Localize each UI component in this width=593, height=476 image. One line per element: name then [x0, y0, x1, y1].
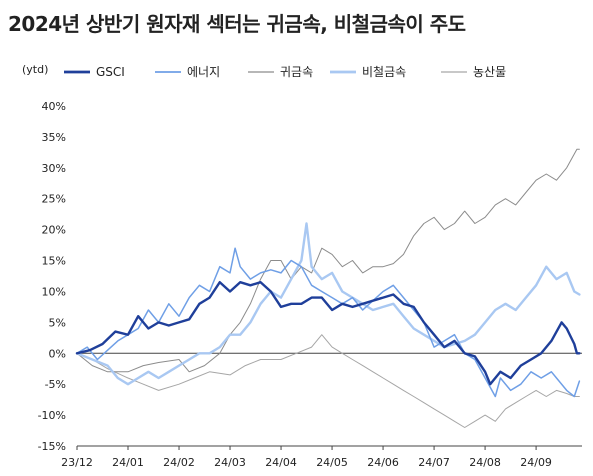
y-tick-label: 40% — [42, 100, 66, 113]
y-tick-label: 5% — [49, 316, 66, 329]
x-tick-label: 23/12 — [61, 456, 93, 469]
series-line-4 — [75, 222, 581, 386]
x-tick-label: 24/06 — [367, 456, 399, 469]
x-tick-label: 24/03 — [214, 456, 246, 469]
legend-label: 비철금속 — [362, 65, 406, 79]
series-line-3 — [76, 148, 580, 373]
y-tick-label: 25% — [42, 193, 66, 206]
chart-title: 2024년 상반기 원자재 섹터는 귀금속, 비철금속이 주도 — [8, 12, 466, 36]
axes: -15% -10% -5% 0% 5% 10% 15% 20% 25% 30% 35% 40% 23/1… — [38, 100, 582, 469]
legend-label: 에너지 — [187, 65, 220, 79]
y-tick-label: -5% — [45, 378, 66, 391]
y-tick-label: 20% — [42, 224, 66, 237]
legend: GSCI 에너지 귀금속 비철금속 농산물 — [64, 65, 506, 79]
series-line-2 — [76, 247, 581, 398]
series-line-5 — [76, 334, 580, 428]
x-tick-label: 24/04 — [265, 456, 297, 469]
y-tick-label: 35% — [42, 131, 66, 144]
y-tick-label: 30% — [42, 162, 66, 175]
legend-label: GSCI — [96, 65, 125, 79]
y-unit-label: (ytd) — [22, 63, 48, 76]
x-tick-label: 24/09 — [520, 456, 552, 469]
y-tick-label: 0% — [49, 347, 66, 360]
y-tick-label: -15% — [38, 440, 66, 453]
legend-label: 귀금속 — [280, 65, 313, 79]
x-tick-label: 24/08 — [469, 456, 501, 469]
y-tick-label: 10% — [42, 285, 66, 298]
series-line-1 — [75, 281, 581, 386]
y-tick-label: -10% — [38, 409, 66, 422]
y-tick-label: 15% — [42, 255, 66, 268]
legend-label: 농산물 — [473, 65, 506, 79]
x-tick-label: 24/07 — [418, 456, 450, 469]
x-tick-label: 24/05 — [316, 456, 348, 469]
series-layer — [75, 148, 581, 428]
x-tick-label: 24/01 — [112, 456, 144, 469]
x-tick-label: 24/02 — [163, 456, 195, 469]
